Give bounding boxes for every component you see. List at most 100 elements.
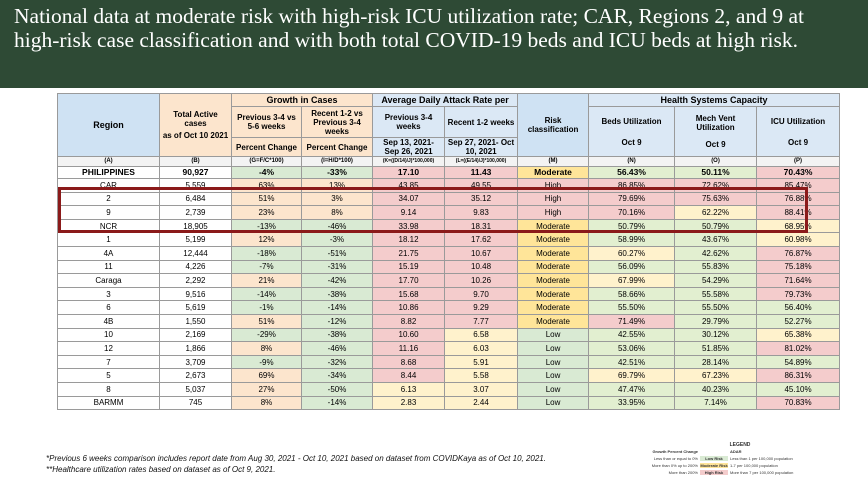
code-cell: (O) <box>674 156 758 167</box>
adar-recent-cell: 10.48 <box>444 259 519 275</box>
growth-prev-cell: 51% <box>231 191 302 207</box>
adar-recent-cell: 5.58 <box>444 368 519 383</box>
legend-left: Less than or equal to 0% <box>653 456 698 461</box>
adar-prev-cell: 15.19 <box>372 259 446 275</box>
adar-prev-cell: 15.68 <box>372 286 446 302</box>
beds-utilization-cell: 42.55% <box>588 327 676 343</box>
risk-cell: High <box>517 191 590 207</box>
active-cases-cell: 12,444 <box>159 245 232 261</box>
risk-cell: Moderate <box>517 232 590 247</box>
legend-col2: ADAR <box>730 449 742 454</box>
risk-cell: High <box>517 205 590 220</box>
table-row: 9 2,739 23% 8% 9.14 9.83 High 70.16% 62.22% 88.41… <box>57 205 841 220</box>
adar-recent-cell: 18.31 <box>444 218 519 234</box>
risk-cell: Moderate <box>517 286 590 302</box>
adar-recent-cell: 9.29 <box>444 300 519 315</box>
mech-vent-utilization-cell: 30.12% <box>674 327 758 343</box>
beds-utilization-cell: 58.66% <box>588 286 676 302</box>
header-risk: Risk classification <box>517 93 590 157</box>
icu-utilization-cell: 70.83% <box>756 395 841 411</box>
growth-prev-cell: 8% <box>231 341 302 356</box>
title-banner: National data at moderate risk with high… <box>0 0 868 88</box>
active-cases-cell: 5,037 <box>159 381 232 397</box>
table-row: 4A 12,444 -18% -51% 21.75 10.67 Moderate 60.27%… <box>57 245 841 261</box>
beds-utilization-cell: 58.99% <box>588 232 676 247</box>
legend-left: More than 0% up to 200% <box>651 463 698 468</box>
growth-recent-cell: -38% <box>300 286 374 302</box>
formula-code-row: (A) (B) (G=F/C*100) (I=H/D*100) (K=((D/1… <box>57 156 841 167</box>
region-cell: 5 <box>57 368 160 383</box>
legend-high-risk: High Risk <box>700 470 728 475</box>
beds-utilization-cell: 55.50% <box>588 300 676 315</box>
header-growth-group: Growth in Cases <box>230 93 374 107</box>
adar-prev-cell: 10.60 <box>372 327 446 343</box>
mech-vent-utilization-cell: 29.79% <box>674 313 758 329</box>
code-cell: (P) <box>756 156 841 167</box>
header-region: Region <box>57 93 160 157</box>
active-cases-cell: 1,550 <box>159 313 232 329</box>
active-cases-cell: 9,516 <box>159 286 232 302</box>
region-cell: NCR <box>57 218 160 234</box>
mech-vent-utilization-cell: 55.58% <box>674 286 758 302</box>
code-cell: (A) <box>57 156 160 167</box>
slide-title: National data at moderate risk with high… <box>14 4 804 52</box>
table-row: 7 3,709 -9% -32% 8.68 5.91 Low 42.51% 28.14% 54.8… <box>57 354 841 370</box>
adar-recent-cell: 6.58 <box>444 327 519 343</box>
beds-utilization-cell: 33.95% <box>588 395 676 411</box>
adar-prev-cell: 8.82 <box>372 313 446 329</box>
adar-recent-cell: 7.77 <box>444 313 519 329</box>
adar-prev-cell: 8.68 <box>372 354 446 370</box>
code-cell: (N) <box>588 156 676 167</box>
header-hsc-group: Health Systems Capacity <box>588 93 841 107</box>
header-icu-date: Oct 9 <box>788 137 809 147</box>
active-cases-cell: 18,905 <box>159 218 232 234</box>
active-cases-cell: 1,866 <box>159 341 232 356</box>
growth-recent-cell: -12% <box>300 313 374 329</box>
footnote-1: *Previous 6 weeks comparison includes re… <box>46 454 546 463</box>
mech-vent-utilization-cell: 75.63% <box>674 191 758 207</box>
data-table: Region Total Active cases as of Oct 10 2… <box>57 93 841 411</box>
beds-utilization-cell: 47.47% <box>588 381 676 397</box>
header-icu: ICU Utilization Oct 9 <box>756 106 841 157</box>
legend-low-risk: Low Risk <box>700 456 728 461</box>
mech-vent-utilization-cell: 55.83% <box>674 259 758 275</box>
risk-cell: High <box>517 178 590 193</box>
region-cell: 4A <box>57 245 160 261</box>
active-cases-cell: 5,199 <box>159 232 232 247</box>
icu-utilization-cell: 85.47% <box>756 178 841 193</box>
header-mech-label: Mech Vent Utilization <box>695 114 736 132</box>
mech-vent-utilization-cell: 55.50% <box>674 300 758 315</box>
icu-utilization-cell: 79.73% <box>756 286 841 302</box>
growth-recent-cell: -34% <box>300 368 374 383</box>
mech-vent-utilization-cell: 54.29% <box>674 273 758 288</box>
risk-cell: Moderate <box>517 245 590 261</box>
adar-recent-cell: 17.62 <box>444 232 519 247</box>
active-cases-cell: 5,619 <box>159 300 232 315</box>
adar-prev-cell: 2.83 <box>372 395 446 411</box>
growth-prev-cell: -1% <box>231 300 302 315</box>
growth-recent-cell: -33% <box>300 166 374 179</box>
growth-prev-cell: -13% <box>231 218 302 234</box>
growth-prev-cell: 69% <box>231 368 302 383</box>
growth-recent-cell: -42% <box>300 273 374 288</box>
icu-utilization-cell: 86.31% <box>756 368 841 383</box>
growth-prev-cell: 63% <box>231 178 302 193</box>
risk-cell: Low <box>517 327 590 343</box>
beds-utilization-cell: 70.16% <box>588 205 676 220</box>
mech-vent-utilization-cell: 43.67% <box>674 232 758 247</box>
adar-recent-cell: 5.91 <box>444 354 519 370</box>
active-cases-cell: 2,169 <box>159 327 232 343</box>
risk-cell: Moderate <box>517 300 590 315</box>
header-adar-recent-dates: Sep 27, 2021- Oct 10, 2021 <box>444 137 519 157</box>
region-cell: BARMM <box>57 395 160 411</box>
header-growth-prev: Previous 3-4 vs 5-6 weeks <box>231 106 302 138</box>
table-row: Caraga 2,292 21% -42% 17.70 10.26 Moderate 67.9… <box>57 273 841 288</box>
adar-prev-cell: 21.75 <box>372 245 446 261</box>
adar-prev-cell: 34.07 <box>372 191 446 207</box>
growth-recent-cell: -46% <box>300 218 374 234</box>
growth-prev-cell: -29% <box>231 327 302 343</box>
beds-utilization-cell: 53.06% <box>588 341 676 356</box>
adar-recent-cell: 9.70 <box>444 286 519 302</box>
icu-utilization-cell: 75.18% <box>756 259 841 275</box>
active-cases-cell: 4,226 <box>159 259 232 275</box>
